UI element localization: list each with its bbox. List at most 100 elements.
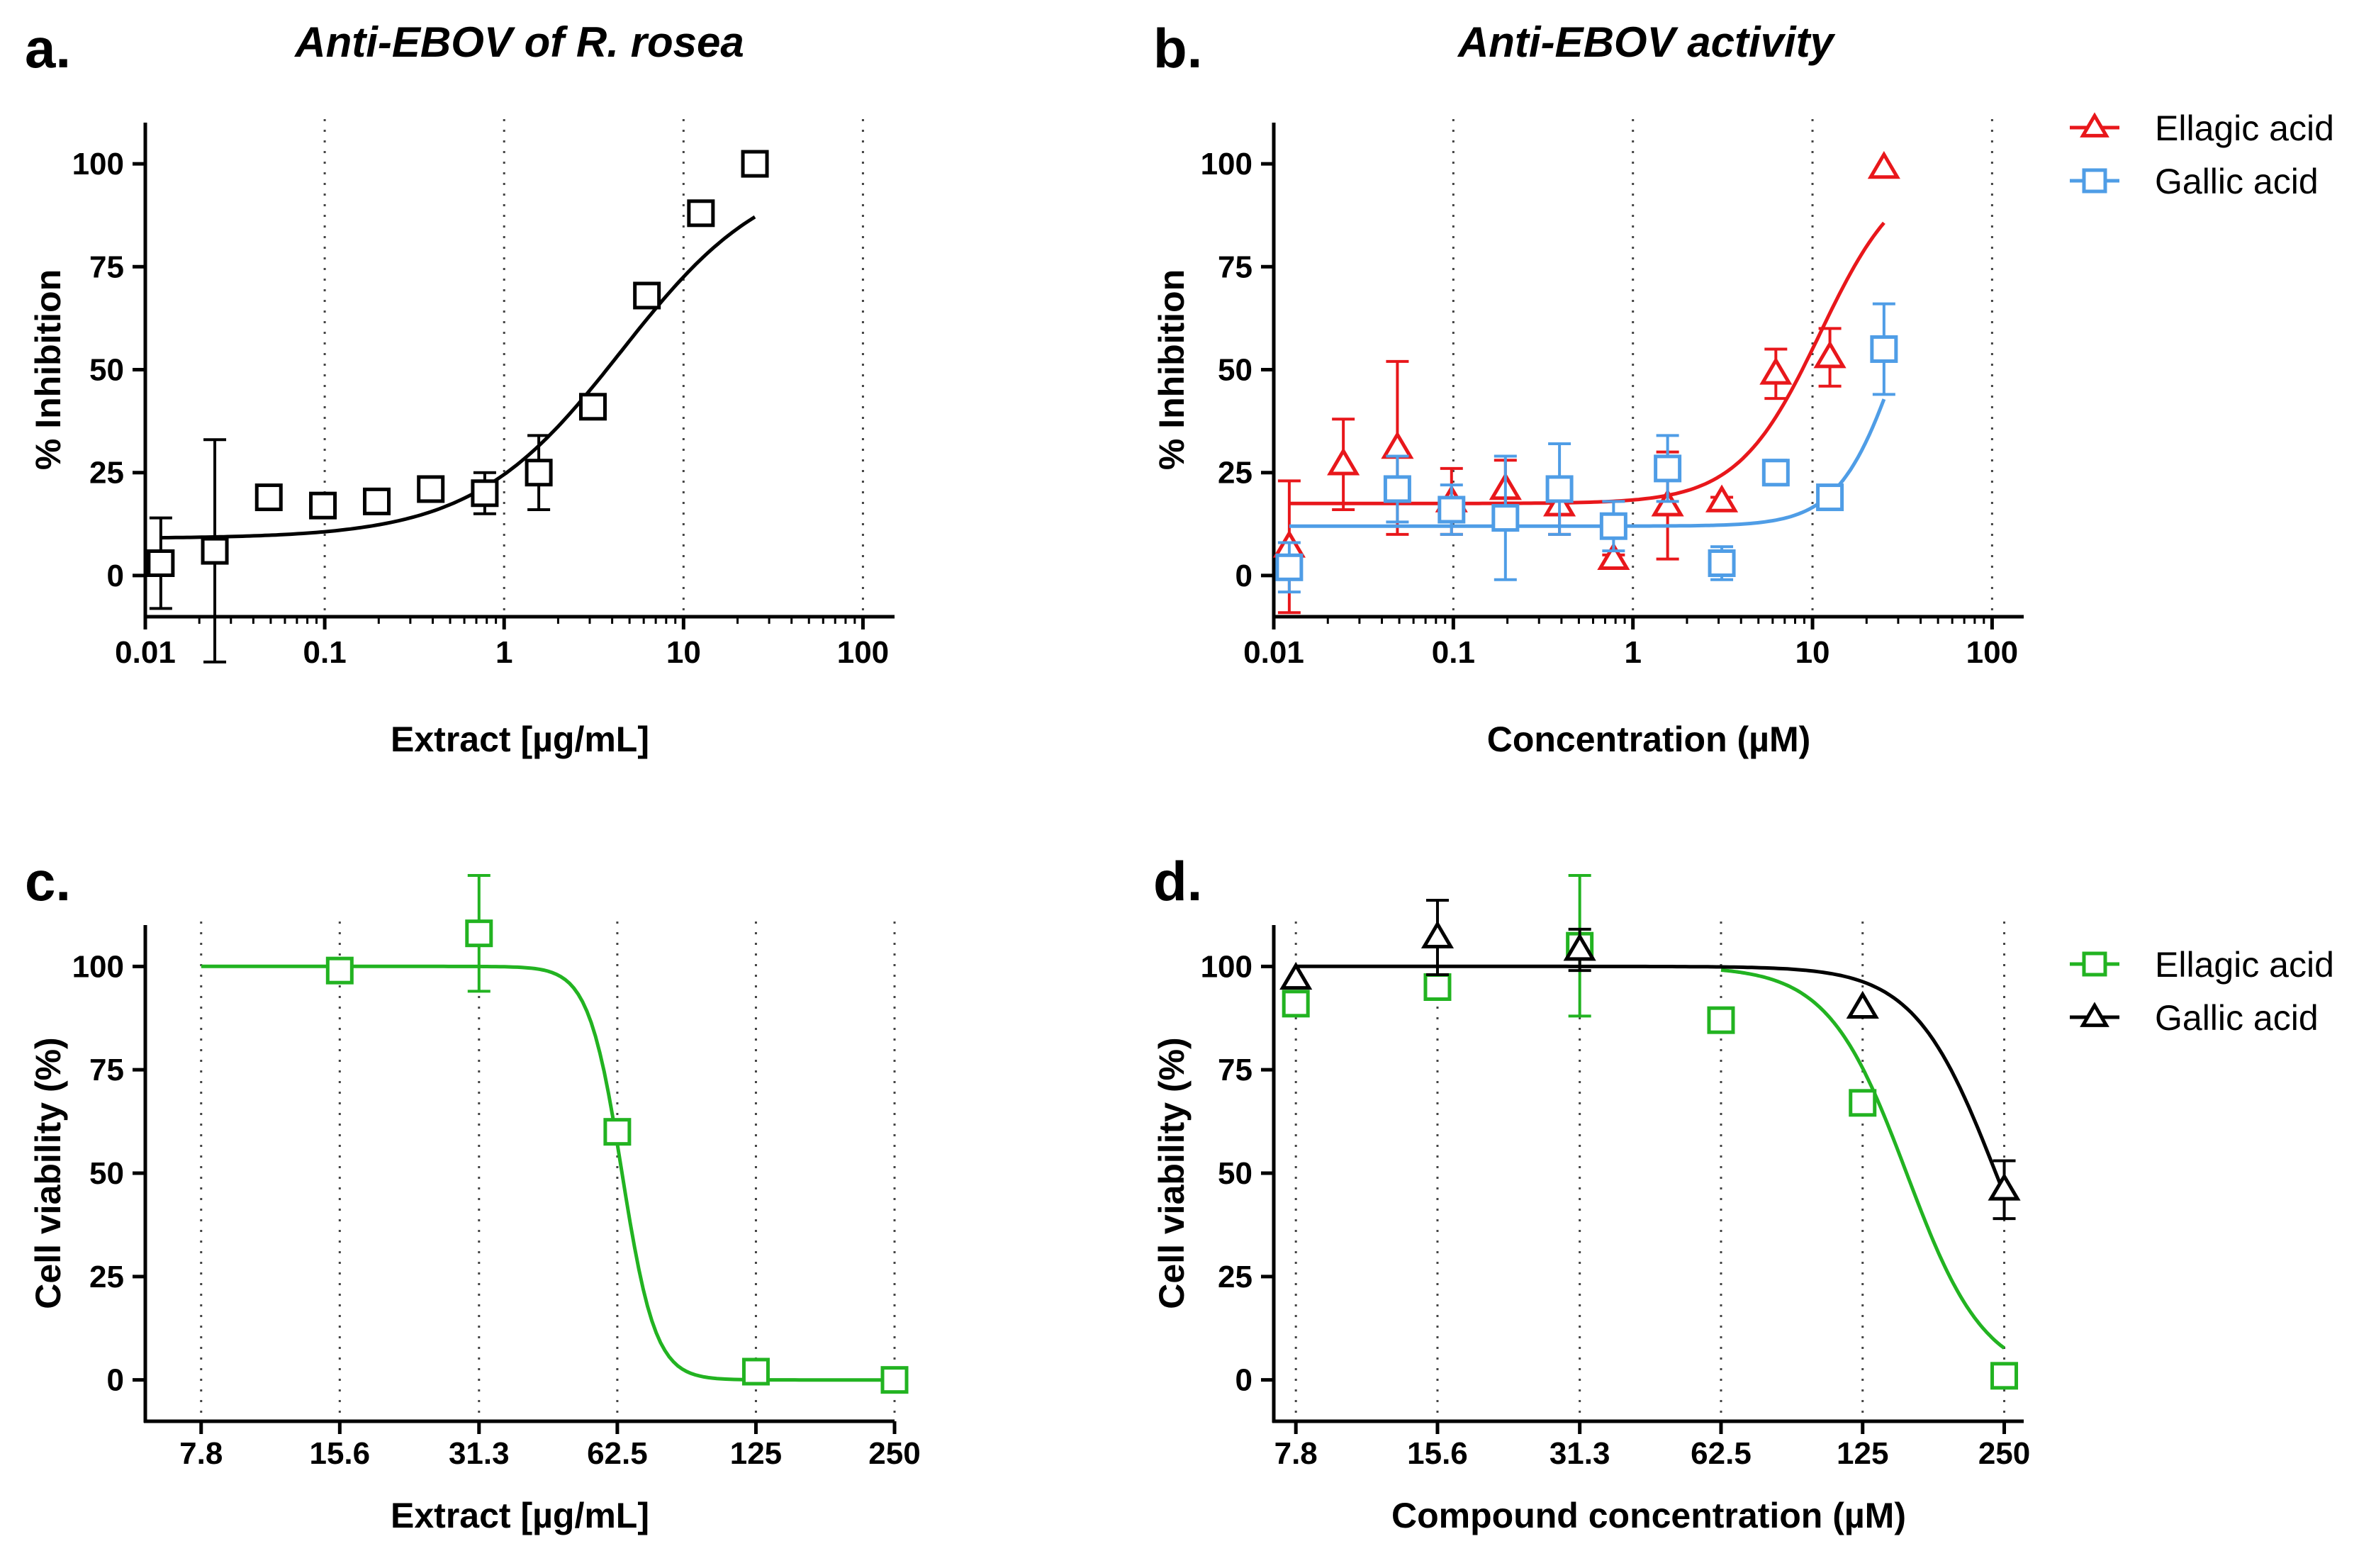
y-tick-label: 0 — [107, 1363, 124, 1398]
data-point — [1597, 542, 1630, 571]
y-axis-label: Cell viability (%) — [1152, 1037, 1192, 1309]
series-gallic-acid — [1279, 899, 2021, 1221]
data-point — [417, 475, 445, 503]
y-tick-label: 100 — [72, 949, 124, 984]
data-point — [1990, 1362, 2019, 1390]
y-tick-label: 100 — [1201, 949, 1253, 984]
legend-entry-ellagic-acid: Ellagic acid — [2070, 108, 2334, 148]
data-point — [1761, 459, 1790, 487]
x-tick-label: 62.5 — [587, 1436, 648, 1471]
series-ellagic-acid — [1282, 874, 2019, 1390]
data-point — [1599, 512, 1627, 540]
series-r-rosea-extract — [147, 150, 769, 663]
data-point — [1870, 335, 1898, 363]
data-point — [1327, 447, 1360, 476]
chart-panel-b: b. Anti-EBOV activity 0 25 50 75 100 0.01 0.1 1 10… — [1152, 17, 2334, 759]
y-tick-label: 50 — [1218, 353, 1253, 388]
y-tick-label: 0 — [1235, 559, 1253, 593]
x-tick-label: 250 — [1978, 1436, 2030, 1471]
y-tick-label: 75 — [1218, 250, 1253, 284]
data-point — [1705, 484, 1739, 513]
legend-label: Ellagic acid — [2155, 108, 2334, 148]
y-tick-label: 25 — [89, 456, 124, 491]
legend-entry-gallic-acid: Gallic acid — [2070, 998, 2319, 1038]
data-point — [1816, 483, 1844, 512]
series-ellagic-acid — [1272, 150, 1900, 615]
x-tick-label: 7.8 — [179, 1436, 223, 1471]
x-tick-label: 0.1 — [303, 635, 347, 670]
legend-marker — [2080, 1002, 2109, 1027]
x-tick-label: 100 — [1966, 635, 2018, 670]
x-tick-label: 0.1 — [1432, 635, 1475, 670]
y-tick-label: 0 — [1235, 1363, 1253, 1398]
y-tick-label: 100 — [72, 147, 124, 181]
x-tick-label: 31.3 — [1550, 1436, 1610, 1471]
x-tick-label: 15.6 — [1407, 1436, 1468, 1471]
data-point — [1438, 495, 1466, 524]
data-point — [1651, 488, 1684, 517]
x-axis-label: Extract [µg/mL] — [391, 719, 649, 759]
x-tick-label: 10 — [1795, 635, 1830, 670]
x-tick-label: 0.01 — [115, 635, 176, 670]
data-point — [1563, 933, 1596, 961]
legend-label: Gallic acid — [2155, 998, 2319, 1038]
x-tick-label: 62.5 — [1691, 1436, 1752, 1471]
fit-curve — [1289, 398, 1886, 528]
fit-curve — [1296, 964, 2006, 1195]
panel-letter: a. — [25, 17, 71, 79]
x-tick-label: 250 — [868, 1436, 920, 1471]
data-point — [465, 919, 493, 948]
data-point — [1708, 549, 1736, 577]
data-point — [578, 393, 607, 421]
x-tick-label: 1 — [495, 635, 512, 670]
data-point — [1423, 973, 1452, 1001]
data-point — [880, 1366, 909, 1394]
data-point — [1813, 340, 1847, 369]
data-point — [1491, 504, 1520, 532]
data-point — [1759, 357, 1793, 385]
data-point — [1707, 1006, 1735, 1034]
data-point — [687, 199, 715, 228]
data-point — [471, 479, 499, 508]
x-tick-label: 7.8 — [1274, 1436, 1318, 1471]
data-point — [325, 956, 354, 985]
chart-panel-d: d. 0 25 50 75 100 7.8 15.6 31.3 62.5 125 250 Compoun… — [1152, 850, 2334, 1535]
panel-letter: d. — [1153, 850, 1202, 912]
data-point — [741, 150, 769, 178]
y-tick-label: 75 — [89, 1053, 124, 1087]
data-point — [1383, 475, 1411, 503]
y-tick-label: 25 — [1218, 1260, 1253, 1294]
legend-entry-gallic-acid: Gallic acid — [2070, 162, 2319, 201]
y-axis-label: Cell viability (%) — [28, 1037, 68, 1309]
fit-curve — [160, 215, 756, 540]
series-r-rosea-extract — [201, 874, 909, 1394]
x-tick-label: 15.6 — [309, 1436, 370, 1471]
data-point — [363, 487, 391, 515]
fit-curve — [1720, 968, 2006, 1350]
chart-panel-c: c. 0 25 50 75 100 7.8 15.6 31.3 62.5 125 250 Extract… — [25, 850, 921, 1535]
data-point — [1381, 430, 1414, 459]
x-tick-label: 10 — [666, 635, 701, 670]
y-tick-label: 50 — [1218, 1156, 1253, 1191]
y-axis-label: % Inhibition — [1152, 269, 1192, 470]
chart-title: Anti-EBOV activity — [1457, 18, 1836, 66]
data-point — [1279, 961, 1313, 990]
x-tick-label: 100 — [837, 635, 889, 670]
data-point — [1420, 920, 1455, 948]
x-tick-label: 31.3 — [449, 1436, 510, 1471]
data-point — [525, 459, 553, 487]
legend-label: Ellagic acid — [2155, 945, 2334, 985]
legend-marker — [2080, 112, 2109, 138]
data-point — [1867, 150, 1900, 179]
data-point — [1654, 454, 1682, 483]
data-point — [1988, 1172, 2021, 1201]
x-tick-label: 125 — [1837, 1436, 1888, 1471]
y-tick-label: 25 — [1218, 456, 1253, 491]
data-point — [147, 549, 175, 577]
x-axis-label: Concentration (µM) — [1487, 719, 1811, 759]
data-point — [633, 281, 661, 310]
x-tick-label: 1 — [1624, 635, 1641, 670]
legend-marker — [2082, 168, 2107, 194]
data-point — [1849, 1089, 1877, 1117]
